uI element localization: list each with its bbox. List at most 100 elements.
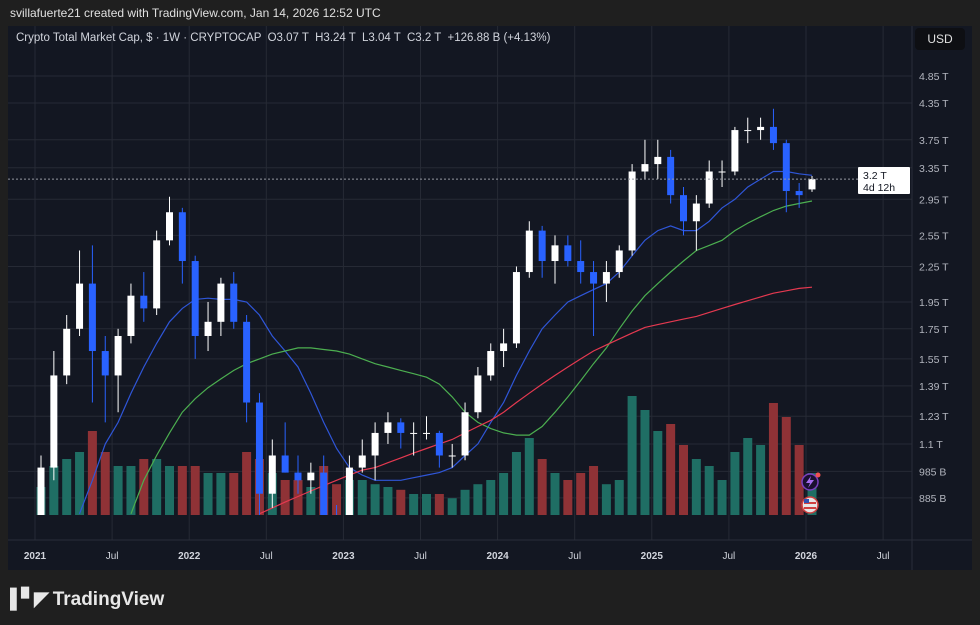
candle-body	[217, 283, 225, 322]
time-tick-label: 2024	[486, 551, 509, 562]
time-tick-label: Jul	[877, 551, 890, 562]
candle-body	[448, 455, 456, 457]
candle-body	[602, 272, 610, 284]
candle-body	[769, 126, 777, 144]
volume-bar	[357, 480, 367, 515]
candle-body	[153, 240, 161, 309]
price-tick-label: 3.75 T	[919, 135, 949, 147]
candle-body	[641, 164, 649, 172]
last-price-label: 3.2 T 4d 12h	[858, 167, 910, 194]
time-tick-label: Jul	[260, 551, 273, 562]
candle-body	[744, 130, 752, 132]
candle-body	[114, 335, 122, 376]
volume-bar	[781, 417, 791, 515]
volume-bar	[666, 424, 676, 515]
candle-body	[88, 283, 96, 352]
volume-bar	[550, 473, 560, 515]
candles	[37, 108, 816, 515]
candle-body	[76, 283, 84, 329]
candle-body	[178, 212, 186, 262]
candle-body	[191, 261, 199, 336]
close-value: C3.2 T	[407, 32, 442, 44]
candle-body	[320, 472, 328, 515]
candle-body	[50, 375, 58, 468]
volume-bar	[473, 484, 483, 515]
candle-body	[654, 156, 662, 165]
time-tick-label: 2026	[795, 551, 818, 562]
time-tick-label: Jul	[414, 551, 427, 562]
candle-body	[243, 321, 251, 403]
price-chart[interactable]: 4.85 T 4.35 T 3.75 T 3.35 T 2.95 T 2.55 T 2.25…	[8, 26, 972, 570]
candle-body	[127, 295, 135, 336]
volume-bar	[794, 445, 804, 515]
candle-body	[268, 455, 276, 494]
candle-body	[680, 195, 687, 222]
volume-bar	[100, 452, 110, 515]
volume-bar	[460, 489, 470, 515]
volume-bar	[589, 466, 599, 515]
time-tick-label: Jul	[106, 551, 119, 562]
volume-bar	[332, 484, 342, 515]
volume-bar	[743, 438, 753, 515]
current-price-text: 3.2 T	[863, 170, 887, 182]
volume-bar	[409, 494, 419, 515]
volume-bar	[383, 487, 393, 515]
candle-body	[500, 343, 508, 352]
volume-bar	[190, 466, 200, 515]
us-flag-icon[interactable]	[801, 496, 819, 514]
tradingview-logo[interactable]: ▌▘◤ TradingView	[10, 588, 164, 611]
candle-body	[140, 295, 148, 309]
high-value: H3.24 T	[315, 32, 356, 44]
price-tick-label: 985 B	[919, 466, 946, 478]
candle-body	[577, 261, 585, 273]
candle-body	[384, 422, 392, 433]
candle-body	[423, 432, 430, 434]
volume-bar	[717, 480, 727, 515]
candle-body	[166, 212, 173, 241]
candle-body	[281, 455, 289, 473]
volume-bar	[704, 466, 714, 515]
volume-bar	[126, 466, 136, 515]
price-tick-label: 1.55 T	[919, 354, 949, 366]
volume-bar	[62, 459, 72, 515]
volume-bar	[511, 452, 521, 515]
volume-bar	[691, 459, 701, 515]
volume-bar	[370, 484, 380, 515]
candle-body	[538, 230, 546, 262]
volume-bar	[280, 480, 290, 515]
price-tick-label: 2.55 T	[919, 230, 949, 242]
candle-body	[474, 375, 482, 413]
candle-body	[307, 472, 315, 481]
volume-bar	[537, 459, 547, 515]
candle-body	[230, 283, 238, 322]
candle-body	[718, 171, 726, 173]
volume-bar	[49, 466, 59, 515]
volume-bar	[229, 473, 239, 515]
time-tick-label: 2025	[641, 551, 664, 562]
volume-bars	[36, 396, 817, 515]
price-axis: 4.85 T 4.35 T 3.75 T 3.35 T 2.95 T 2.55 T 2.25…	[919, 71, 949, 505]
candle-body	[667, 156, 675, 196]
volume-bar	[653, 431, 663, 515]
time-tick-label: Jul	[723, 551, 736, 562]
candle-body	[397, 422, 405, 433]
candle-body	[294, 472, 302, 481]
candle-body	[204, 321, 212, 336]
low-value: L3.04 T	[362, 32, 401, 44]
volume-bar	[576, 473, 586, 515]
volume-bar	[627, 396, 637, 515]
volume-bar	[601, 484, 611, 515]
volume-bar	[563, 480, 573, 515]
lightning-icon[interactable]	[801, 472, 821, 491]
countdown-text: 4d 12h	[863, 182, 895, 194]
ma-blue-line	[78, 170, 813, 515]
volume-bar	[447, 498, 457, 515]
volume-bar	[640, 410, 650, 515]
currency-button[interactable]: USD	[915, 28, 965, 50]
candle-body	[63, 328, 71, 376]
chart-panel[interactable]: 4.85 T 4.35 T 3.75 T 3.35 T 2.95 T 2.55 T 2.25…	[8, 26, 972, 570]
tradingview-logo-icon: ▌▘◤	[10, 589, 49, 610]
volume-bar	[139, 459, 149, 515]
price-tick-label: 4.35 T	[919, 98, 949, 110]
candle-body	[371, 432, 379, 456]
